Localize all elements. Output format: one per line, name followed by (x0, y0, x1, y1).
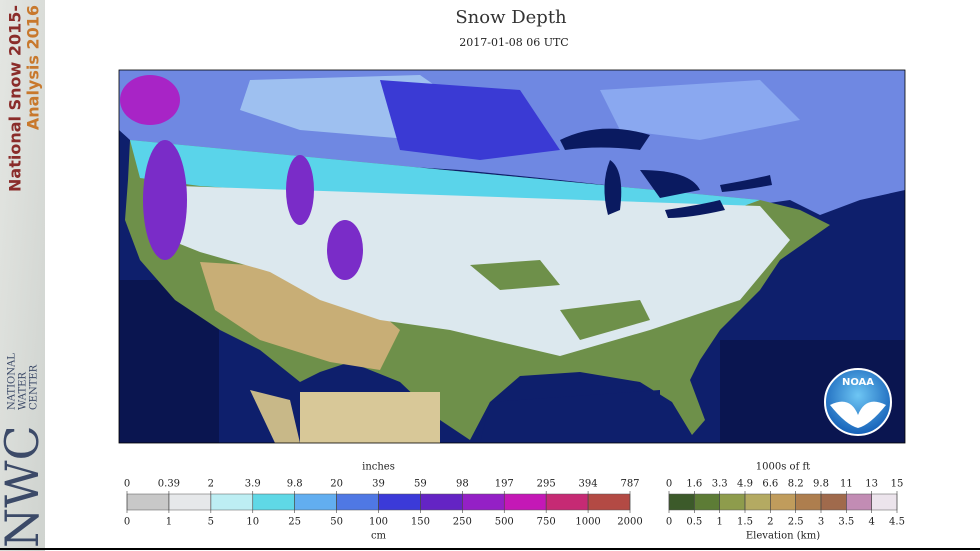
legend-swatch (420, 493, 463, 511)
legend-swatch (719, 493, 746, 511)
legend-label-bottom: 25 (288, 517, 301, 528)
legend-label-top: 3.3 (712, 479, 728, 490)
legend-label-bottom: 1 (166, 517, 172, 528)
legend-label-bottom: 150 (411, 517, 430, 528)
noaa-text: NOAA (842, 377, 874, 388)
legend-label-top: 59 (414, 479, 427, 490)
legend-label-bottom: 500 (495, 517, 514, 528)
map: NOAA (118, 69, 906, 444)
legend-label-top: 295 (537, 479, 556, 490)
legend-swatch (294, 493, 337, 511)
legend-label-bottom: 0 (666, 517, 672, 528)
legend-label-bottom: 2.5 (788, 517, 804, 528)
legend-swatch (210, 493, 253, 511)
legend-label-top: 0 (666, 479, 672, 490)
legend-unit: cm (371, 531, 387, 542)
legend-label-top: 787 (620, 479, 639, 490)
map-title: Snow Depth (455, 7, 567, 28)
legend-label-bottom: 3.5 (838, 517, 854, 528)
legend-label-bottom: 3 (818, 517, 824, 528)
legend-swatch (587, 493, 631, 511)
legend-swatch (336, 493, 379, 511)
legend-label-bottom: 0.5 (686, 517, 702, 528)
legend-label-bottom: 0 (124, 517, 130, 528)
legend-label-bottom: 1.5 (737, 517, 753, 528)
legend-swatch (504, 493, 547, 511)
legend-swatch (871, 493, 898, 511)
legend-label-top: 98 (456, 479, 469, 490)
legend-label-top: 39 (372, 479, 385, 490)
legend-label-top: 9.8 (813, 479, 829, 490)
legend-label-top: 2 (208, 479, 214, 490)
sidebar-title: Analysis 2016 (24, 5, 43, 130)
legend-swatch (462, 493, 505, 511)
nwc-logo: NWC (0, 425, 49, 548)
legend-label-top: 15 (891, 479, 904, 490)
legend-label-top: 3.9 (245, 479, 261, 490)
legend-label-top: 1.6 (686, 479, 702, 490)
legend-label-top: 13 (865, 479, 878, 490)
legend-swatch (846, 493, 872, 511)
legend-unit: inches (362, 462, 395, 473)
legend-unit: 1000s of ft (756, 462, 810, 473)
org-line: WATER (18, 372, 29, 410)
legend-label-bottom: 2000 (617, 517, 642, 528)
legend-label-top: 8.2 (788, 479, 804, 490)
legend-label-bottom: 2 (767, 517, 773, 528)
legend-label-bottom: 750 (537, 517, 556, 528)
legend-label-bottom: 1000 (575, 517, 600, 528)
sidebar (0, 0, 45, 551)
legend-label-top: 197 (495, 479, 514, 490)
org-line: CENTER (29, 364, 40, 410)
sidebar-title: National Snow 2015- (6, 5, 25, 192)
map-subtitle: 2017-01-08 06 UTC (459, 36, 568, 49)
legend-label-bottom: 5 (208, 517, 214, 528)
legend-label-top: 0 (124, 479, 130, 490)
legend-label-top: 0.39 (158, 479, 180, 490)
legend-label-top: 20 (330, 479, 343, 490)
legend-swatch (668, 493, 695, 511)
legend-swatch (820, 493, 847, 511)
legend-unit: Elevation (km) (746, 531, 820, 542)
noaa-logo (824, 368, 892, 436)
legend-swatch (378, 493, 421, 511)
legend-label-bottom: 4.5 (889, 517, 905, 528)
legend-label-top: 394 (579, 479, 598, 490)
legend-swatch (545, 493, 589, 511)
legend-label-top: 6.6 (762, 479, 778, 490)
legend-label-top: 4.9 (737, 479, 753, 490)
legend-label-bottom: 1 (716, 517, 722, 528)
legend-label-top: 11 (840, 479, 853, 490)
legend-label-bottom: 50 (330, 517, 343, 528)
legend-swatch (694, 493, 720, 511)
org-line: NATIONAL (7, 353, 18, 410)
legend-swatch (795, 493, 822, 511)
legend-swatch (770, 493, 796, 511)
legend-label-bottom: 10 (246, 517, 259, 528)
org-name: NATIONAL WATER CENTER (7, 353, 40, 410)
legend-label-bottom: 4 (868, 517, 874, 528)
legend-label-bottom: 250 (453, 517, 472, 528)
legend-swatch (252, 493, 295, 511)
legend-swatch (126, 493, 170, 511)
legend-swatch (744, 493, 771, 511)
legend-label-top: 9.8 (287, 479, 303, 490)
legend-label-bottom: 100 (369, 517, 388, 528)
legend-swatch (168, 493, 212, 511)
